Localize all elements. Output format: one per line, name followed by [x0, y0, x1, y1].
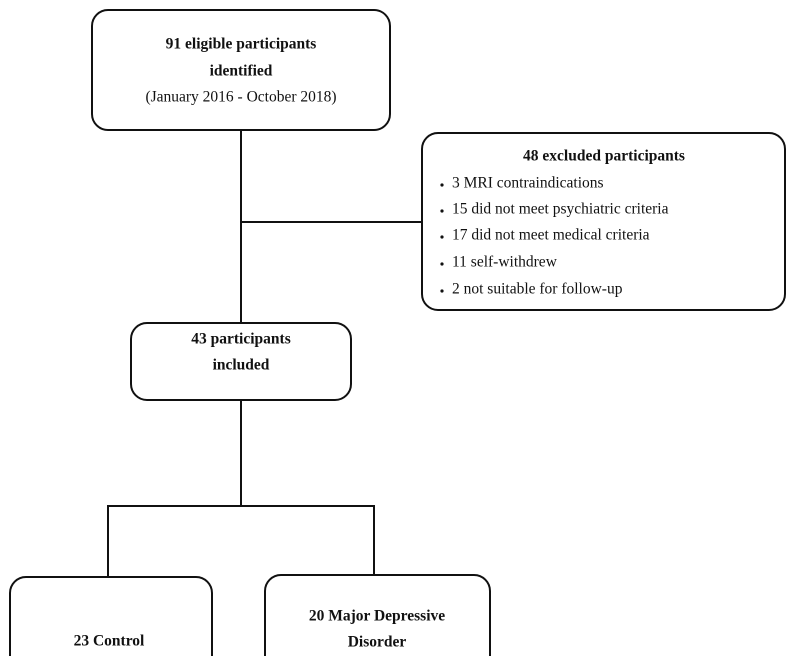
box [264, 574, 491, 656]
bullet [440, 235, 444, 239]
node-text: 91 eligible participants [166, 36, 317, 53]
node-text: 20 Major Depressive [309, 608, 445, 625]
bullet [440, 262, 444, 266]
node-text: Disorder [348, 634, 407, 651]
node-text: 43 participants [191, 331, 290, 348]
node-text: included [213, 357, 270, 374]
list-item: 17 did not meet medical criteria [452, 227, 650, 244]
bullet [440, 209, 444, 213]
box [130, 322, 352, 401]
node-text: 23 Control [74, 633, 145, 650]
bullet [440, 289, 444, 293]
list-item: 2 not suitable for follow-up [452, 281, 623, 298]
node-text: (January 2016 - October 2018) [145, 89, 336, 106]
list-item: 15 did not meet psychiatric criteria [452, 201, 669, 218]
node-title: 48 excluded participants [523, 148, 685, 165]
box [421, 132, 786, 311]
box [91, 9, 391, 131]
node-text: identified [210, 63, 273, 80]
list-item: 11 self-withdrew [452, 254, 558, 271]
list-item: 3 MRI contraindications [452, 175, 604, 192]
box [9, 576, 213, 656]
bullet [440, 183, 444, 187]
